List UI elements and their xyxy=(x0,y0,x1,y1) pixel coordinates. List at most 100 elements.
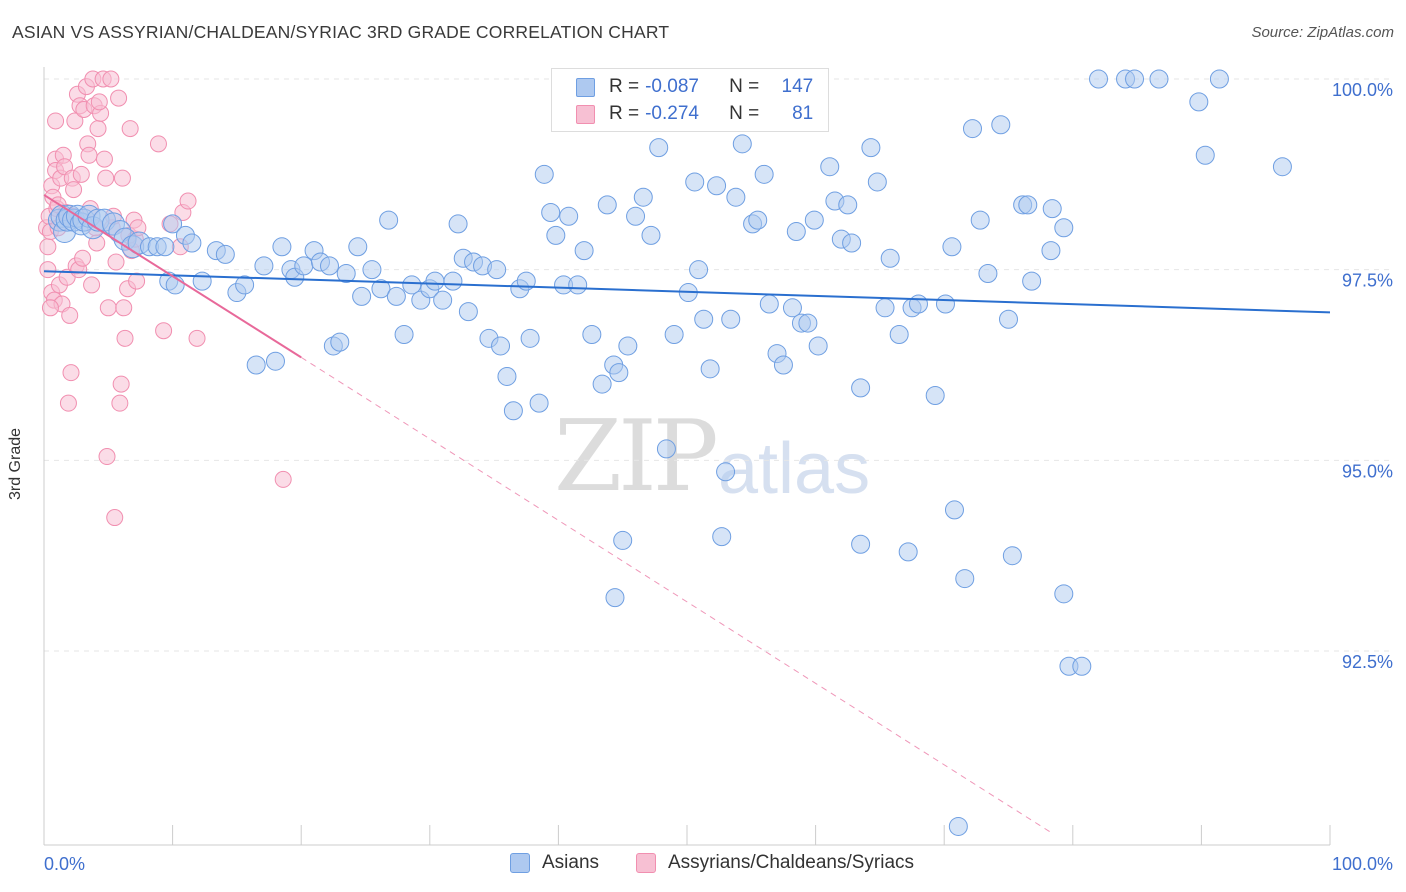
data-point-assyrians xyxy=(149,135,167,153)
data-point-asians xyxy=(336,263,356,283)
data-point-asians xyxy=(520,328,540,348)
data-point-asians xyxy=(970,210,990,230)
data-point-assyrians xyxy=(97,169,115,187)
data-point-asians xyxy=(352,286,372,306)
trend-line-assyrians-extrapolated xyxy=(300,356,1054,835)
data-point-assyrians xyxy=(98,448,116,466)
data-point-asians xyxy=(955,569,975,589)
data-point-assyrians xyxy=(59,394,77,412)
data-point-asians xyxy=(379,210,399,230)
data-point-asians xyxy=(529,393,549,413)
data-point-asians xyxy=(443,271,463,291)
data-point-asians xyxy=(1042,199,1062,219)
data-point-asians xyxy=(880,248,900,268)
data-point-asians xyxy=(948,816,968,836)
data-point-asians xyxy=(712,527,732,547)
data-point-asians xyxy=(649,138,669,158)
data-point-asians xyxy=(1054,584,1074,604)
legend-n-value: 81 xyxy=(792,103,814,124)
data-point-asians xyxy=(861,138,881,158)
data-point-assyrians xyxy=(107,253,125,271)
data-point-asians xyxy=(425,271,445,291)
data-point-asians xyxy=(898,542,918,562)
legend-n-value: 147 xyxy=(781,76,814,97)
watermark-atlas: atlas xyxy=(718,429,871,509)
data-point-asians xyxy=(664,325,684,345)
data-point-asians xyxy=(1149,69,1169,89)
data-point-assyrians xyxy=(188,329,206,347)
data-point-asians xyxy=(597,195,617,215)
data-point-asians xyxy=(497,366,517,386)
data-point-asians xyxy=(371,279,391,299)
legend-r-label: R = xyxy=(609,103,640,124)
data-point-asians xyxy=(592,374,612,394)
x-tick-label-start: 0.0% xyxy=(44,854,85,874)
data-point-assyrians xyxy=(116,329,134,347)
data-point-asians xyxy=(851,378,871,398)
legend-n-label: N = xyxy=(729,103,760,124)
data-point-assyrians xyxy=(106,509,124,527)
y-tick-label: 92.5% xyxy=(1342,652,1393,672)
data-point-asians xyxy=(1189,92,1209,112)
legend-swatch-pink xyxy=(576,104,595,124)
source-label: Source: ZipAtlas.com xyxy=(1251,24,1394,41)
legend-item-assyrians[interactable]: Assyrians/Chaldeans/Syriacs xyxy=(636,852,914,874)
data-point-asians xyxy=(613,530,633,550)
data-point-asians xyxy=(889,325,909,345)
data-point-asians xyxy=(1018,195,1038,215)
data-point-assyrians xyxy=(66,112,84,130)
x-tick-label-end: 100.0% xyxy=(1332,854,1393,874)
data-point-asians xyxy=(541,202,561,222)
data-point-assyrians xyxy=(72,165,90,183)
trend-line-assyrians xyxy=(43,194,302,359)
data-point-asians xyxy=(215,244,235,264)
data-point-asians xyxy=(254,256,274,276)
data-point-asians xyxy=(487,260,507,280)
trend-lines xyxy=(43,194,1331,835)
data-point-assyrians xyxy=(39,261,57,279)
legend-swatch-assyrians xyxy=(636,853,656,873)
watermark-zip: ZIP xyxy=(554,400,719,514)
data-point-asians xyxy=(568,275,588,295)
series-assyrians-points xyxy=(38,70,292,527)
legend-n-label: N = xyxy=(729,76,760,97)
data-point-asians xyxy=(386,286,406,306)
data-point-asians xyxy=(235,275,255,295)
data-point-asians xyxy=(804,210,824,230)
legend-swatch-blue xyxy=(576,77,595,97)
data-point-asians xyxy=(330,332,350,352)
legend-item-asians[interactable]: Asians xyxy=(510,852,599,874)
data-point-asians xyxy=(182,233,202,253)
data-point-asians xyxy=(842,233,862,253)
data-point-asians xyxy=(978,263,998,283)
legend-r-value: -0.274 xyxy=(645,103,699,124)
data-point-asians xyxy=(694,309,714,329)
data-point-asians xyxy=(908,294,928,314)
data-point-asians xyxy=(944,500,964,520)
data-point-asians xyxy=(991,115,1011,135)
series-asians-points xyxy=(47,69,1292,836)
data-point-assyrians xyxy=(61,306,79,324)
data-point-asians xyxy=(656,439,676,459)
data-point-asians xyxy=(875,298,895,318)
data-point-asians xyxy=(609,363,629,383)
data-point-asians xyxy=(394,325,414,345)
data-point-assyrians xyxy=(41,299,59,317)
legend-row-assyrians: R = -0.274 N = 81 xyxy=(576,101,813,127)
data-point-asians xyxy=(867,172,887,192)
data-point-asians xyxy=(808,336,828,356)
series-legend: Asians Assyrians/Chaldeans/Syriacs xyxy=(0,852,1406,878)
data-point-asians xyxy=(626,206,646,226)
data-point-assyrians xyxy=(111,394,129,412)
tick-labels: 92.5% 95.0% 97.5% 100.0% 0.0% 100.0% xyxy=(44,80,1393,874)
data-point-asians xyxy=(503,401,523,421)
data-point-assyrians xyxy=(115,299,133,317)
y-tick-label: 100.0% xyxy=(1332,80,1393,100)
data-point-asians xyxy=(163,214,183,234)
data-point-asians xyxy=(633,187,653,207)
data-point-asians xyxy=(1022,271,1042,291)
data-point-asians xyxy=(265,351,285,371)
data-point-asians xyxy=(748,210,768,230)
data-point-assyrians xyxy=(274,470,292,488)
data-point-assyrians xyxy=(74,249,92,267)
